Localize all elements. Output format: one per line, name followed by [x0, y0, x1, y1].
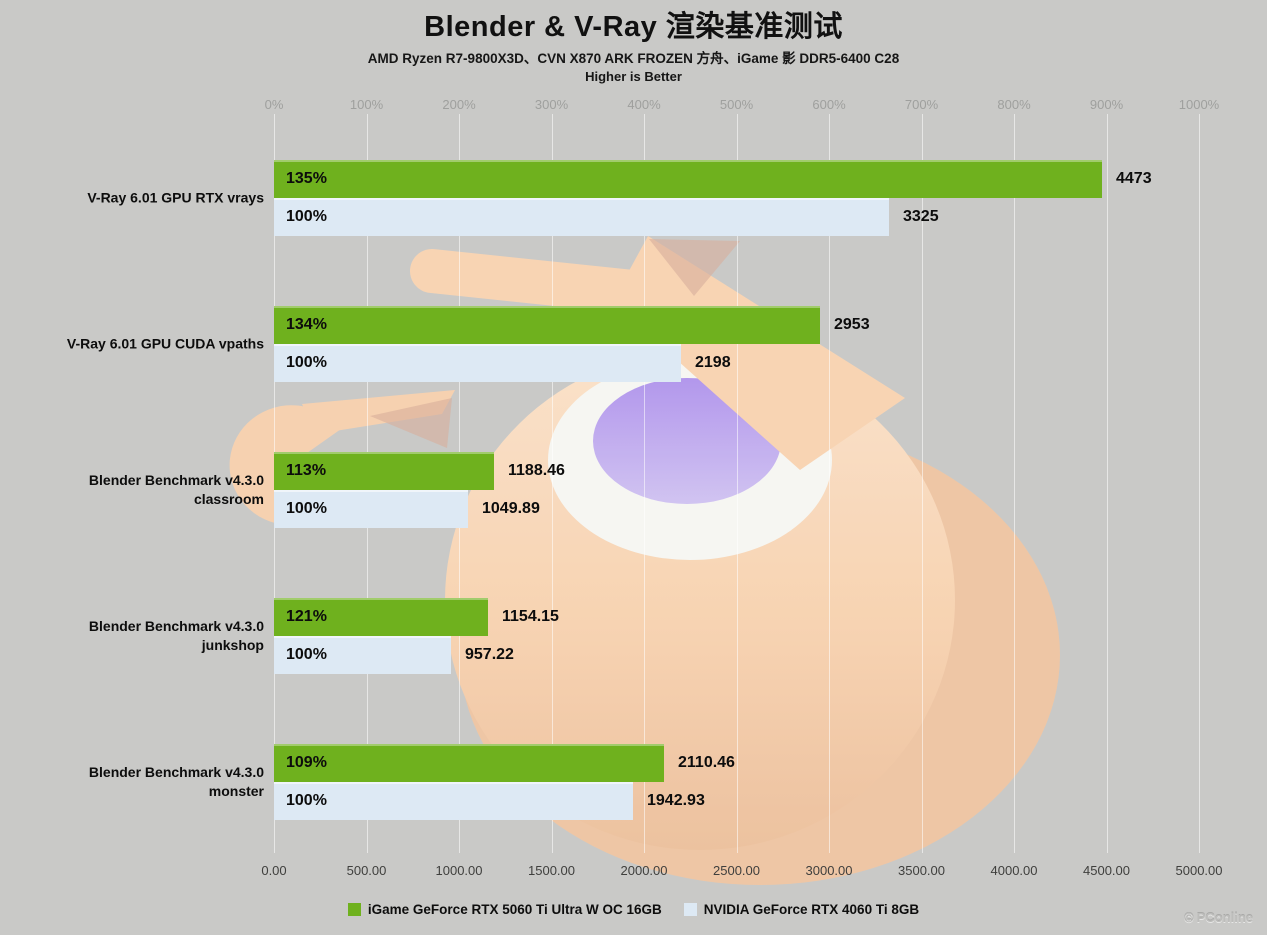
bar-rtx4060: 100%	[274, 198, 889, 236]
bar-rtx4060: 100%	[274, 782, 633, 820]
blender-logo-tail-band-shadow	[370, 398, 452, 448]
bar-value-label: 4473	[1116, 170, 1152, 187]
legend-label: iGame GeForce RTX 5060 Ti Ultra W OC 16G…	[367, 902, 662, 917]
pconline-watermark-text: PConline	[1196, 910, 1253, 925]
bottom-axis-tick-label: 500.00	[346, 863, 387, 878]
top-axis-tick-label: 1000%	[1178, 97, 1220, 112]
grid-line	[1106, 114, 1108, 853]
grid-line	[551, 114, 553, 853]
grid-line	[829, 114, 830, 853]
legend-swatch	[683, 903, 697, 916]
grid-line	[921, 114, 923, 853]
bar-percent-label: 134%	[286, 316, 327, 333]
grid-line	[736, 114, 738, 853]
bar-rtx5060: 109%	[274, 744, 664, 782]
bar-percent-label: 121%	[286, 608, 327, 625]
page-title: Blender & V-Ray 渲染基准测试	[424, 11, 843, 43]
bar-percent-label: 113%	[286, 462, 327, 479]
bar-percent-label: 109%	[286, 754, 327, 771]
category-label: Blender Benchmark v4.3.0 monster	[88, 764, 264, 799]
category-label: V-Ray 6.01 GPU CUDA vpaths	[66, 335, 264, 352]
bar-percent-label: 100%	[286, 646, 327, 663]
bar-value-label: 3325	[903, 208, 939, 225]
bar-rtx5060: 113%	[274, 452, 494, 490]
bar-value-label: 1942.93	[647, 792, 705, 809]
chart-header: Blender & V-Ray 渲染基准测试 AMD Ryzen R7-9800…	[0, 10, 1267, 84]
bar-value-label: 1049.89	[482, 500, 540, 517]
bottom-axis-tick-label: 4500.00	[1083, 863, 1130, 878]
legend-item: iGame GeForce RTX 5060 Ti Ultra W OC 16G…	[347, 902, 662, 917]
legend-item: NVIDIA GeForce RTX 4060 Ti 8GB	[683, 902, 920, 917]
bar-value-label: 957.22	[465, 646, 514, 663]
bar-percent-label: 100%	[286, 354, 327, 371]
legend: iGame GeForce RTX 5060 Ti Ultra W OC 16G…	[0, 902, 1267, 917]
chart-subtitle: AMD Ryzen R7-9800X3D、CVN X870 ARK FROZEN…	[367, 51, 900, 66]
pconline-logo-icon: ©	[1184, 910, 1194, 925]
legend-label: NVIDIA GeForce RTX 4060 Ti 8GB	[703, 902, 920, 917]
top-axis-tick-label: 400%	[627, 97, 661, 112]
top-axis-tick-label: 200%	[442, 97, 476, 112]
grid-line	[1014, 114, 1015, 853]
bar-rtx4060: 100%	[274, 636, 451, 674]
bottom-axis-tick-label: 3500.00	[898, 863, 945, 878]
bottom-axis-tick-label: 5000.00	[1175, 863, 1223, 878]
blender-logo-tail-band	[302, 390, 455, 434]
top-axis-tick-label: 300%	[534, 97, 569, 112]
bar-rtx5060: 134%	[274, 306, 820, 344]
top-axis-tick-label: 800%	[997, 97, 1031, 112]
bar-percent-label: 100%	[286, 500, 327, 517]
bar-rtx4060: 100%	[274, 490, 468, 528]
top-axis-tick-label: 0%	[264, 97, 284, 112]
top-axis-tick-label: 900%	[1089, 97, 1124, 112]
top-axis-tick-label: 500%	[719, 97, 754, 112]
bar-rtx5060: 135%	[274, 160, 1102, 198]
bottom-axis-tick-label: 4000.00	[990, 863, 1038, 878]
grid-line	[1199, 114, 1200, 853]
bottom-axis-tick-label: 1500.00	[528, 863, 575, 878]
grid-line	[644, 114, 645, 853]
bar-value-label: 1154.15	[502, 608, 559, 625]
bar-value-label: 2198	[695, 354, 731, 371]
bottom-axis-tick-label: 0.00	[261, 863, 287, 878]
bar-value-label: 1188.46	[508, 462, 565, 479]
bottom-axis-tick-label: 3000.00	[805, 863, 853, 878]
bottom-axis-tick-label: 2000.00	[620, 863, 668, 878]
pconline-watermark: © PConline	[1184, 910, 1253, 925]
bar-percent-label: 100%	[286, 208, 327, 225]
blender-logo-arm-notch-shadow	[649, 239, 740, 296]
category-label: Blender Benchmark v4.3.0 junkshop	[88, 618, 264, 653]
bar-rtx4060: 100%	[274, 344, 681, 382]
top-axis-tick-label: 700%	[904, 97, 939, 112]
blender-logo-arm-prong	[612, 236, 905, 470]
higher-is-better-note: Higher is Better	[585, 69, 682, 84]
legend-swatch	[347, 903, 361, 916]
category-label: V-Ray 6.01 GPU RTX vrays	[87, 189, 264, 206]
category-label: Blender Benchmark v4.3.0 classroom	[88, 472, 264, 507]
bar-rtx5060: 121%	[274, 598, 488, 636]
bar-value-label: 2110.46	[678, 754, 735, 771]
bottom-axis-tick-label: 2500.00	[713, 863, 760, 878]
top-axis-tick-label: 100%	[349, 97, 384, 112]
bar-percent-label: 100%	[286, 792, 327, 809]
bottom-axis-tick-label: 1000.00	[435, 863, 483, 878]
bar-percent-label: 135%	[286, 170, 327, 187]
bar-value-label: 2953	[834, 316, 870, 333]
top-axis-tick-label: 600%	[812, 97, 846, 112]
